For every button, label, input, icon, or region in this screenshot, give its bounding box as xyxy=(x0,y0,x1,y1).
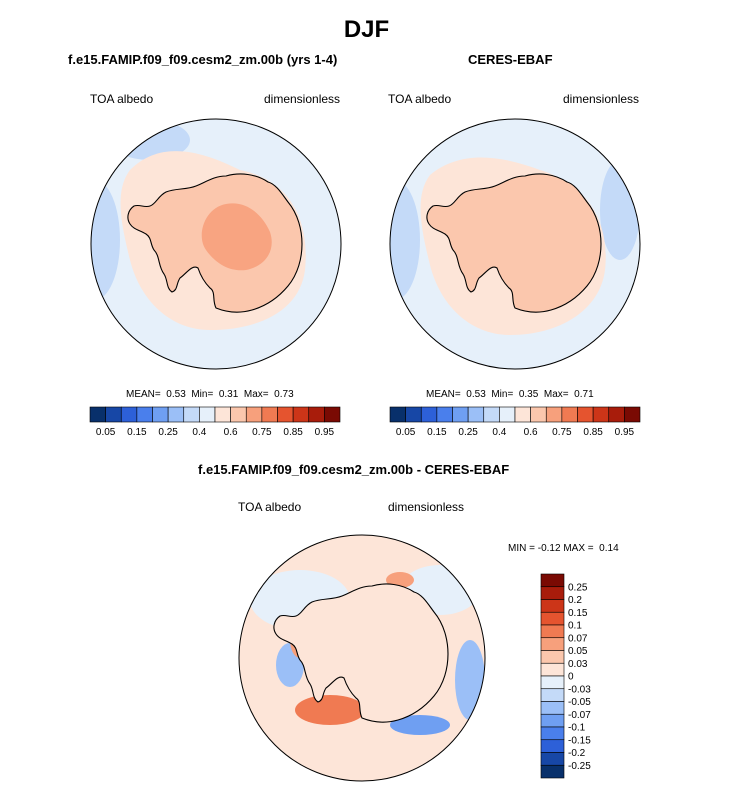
colorbar-tick-label: 0.6 xyxy=(224,427,238,438)
panel-title-diff: f.e15.FAMIP.f09_f09.cesm2_zm.00b - CERES… xyxy=(198,462,510,477)
colorbar-tick-label: -0.25 xyxy=(568,761,591,772)
colorbar-box xyxy=(530,406,547,423)
colorbar-tick-label: 0.75 xyxy=(252,427,272,438)
colorbar-tick-label: 0.07 xyxy=(568,633,588,644)
colorbar-box xyxy=(308,406,325,423)
colorbar-box xyxy=(214,406,231,423)
colorbar-box xyxy=(540,586,565,600)
colorbar-tick-label: 0.75 xyxy=(552,427,572,438)
units-label-diff: dimensionless xyxy=(388,500,465,514)
colorbar-box xyxy=(540,726,565,741)
colorbar-tick-label: -0.07 xyxy=(568,710,591,721)
colorbar-box xyxy=(540,599,565,613)
colorbar-box xyxy=(261,406,278,423)
colorbar-box xyxy=(540,624,565,639)
colorbar-box xyxy=(420,406,438,423)
colorbar-box xyxy=(245,406,263,423)
stats-obs: MEAN= 0.53 Min= 0.35 Max= 0.71 xyxy=(426,389,594,400)
colorbar-tick-label: 0 xyxy=(568,672,574,683)
colorbar-tick-label: 0.03 xyxy=(568,659,588,670)
panel-title-model: f.e15.FAMIP.f09_f09.cesm2_zm.00b (yrs 1-… xyxy=(68,52,338,67)
colorbar-tick-label: -0.05 xyxy=(568,697,591,708)
colorbar-tick-label: 0.6 xyxy=(524,427,538,438)
colorbar-box xyxy=(540,675,565,690)
colorbar-tick-label: 0.05 xyxy=(96,427,116,438)
colorbar-box xyxy=(452,406,469,423)
colorbar-box xyxy=(540,713,565,728)
colorbar-tick-label: 0.95 xyxy=(315,427,335,438)
colorbar-tick-label: 0.25 xyxy=(458,427,478,438)
units-label-obs: dimensionless xyxy=(563,92,640,106)
colorbar-box xyxy=(136,406,153,423)
colorbar-box xyxy=(389,406,406,423)
colorbar-tick-label: 0.15 xyxy=(427,427,447,438)
variable-label-obs: TOA albedo xyxy=(388,92,452,106)
colorbar-box xyxy=(540,764,565,779)
colorbar-tick-label: 0.05 xyxy=(568,646,588,657)
colorbar-tick-label: -0.2 xyxy=(568,748,586,759)
colorbar-box xyxy=(467,406,485,423)
colorbar-tick-label: 0.05 xyxy=(396,427,416,438)
stats-diff: MIN = -0.12 MAX = 0.14 xyxy=(508,543,619,554)
colorbar-box xyxy=(540,650,565,664)
colorbar-tick-label: 0.2 xyxy=(568,595,582,606)
map-model xyxy=(90,118,342,370)
stats-model: MEAN= 0.53 Min= 0.31 Max= 0.73 xyxy=(126,389,294,400)
colorbar-box xyxy=(183,406,200,423)
colorbar-box xyxy=(483,406,500,423)
colorbar-box xyxy=(105,406,122,423)
colorbar-tick-label: 0.1 xyxy=(568,621,582,632)
colorbar-box xyxy=(514,406,531,423)
colorbar-box xyxy=(436,406,453,423)
colorbar-box xyxy=(167,406,185,423)
colorbar-box xyxy=(608,406,625,423)
colorbar-box xyxy=(624,406,641,423)
map-diff xyxy=(238,534,486,782)
panel-title-obs: CERES-EBAF xyxy=(468,52,553,67)
colorbar-box xyxy=(540,739,565,753)
colorbar-box xyxy=(540,611,565,626)
colorbar-box xyxy=(540,688,565,702)
colorbar-tick-label: 0.4 xyxy=(492,427,506,438)
colorbar-box xyxy=(592,406,610,423)
figure-title: DJF xyxy=(343,16,390,43)
colorbar-box xyxy=(540,701,565,715)
variable-label-model: TOA albedo xyxy=(90,92,154,106)
colorbar-box xyxy=(540,752,565,766)
colorbar-box xyxy=(120,406,138,423)
colorbar-box xyxy=(199,406,216,423)
colorbar-tick-label: 0.15 xyxy=(127,427,147,438)
colorbar-tick-label: -0.03 xyxy=(568,684,591,695)
units-label-model: dimensionless xyxy=(264,92,341,106)
colorbar-tick-label: 0.25 xyxy=(158,427,178,438)
colorbar-tick-label: 0.15 xyxy=(568,608,588,619)
variable-label-diff: TOA albedo xyxy=(238,500,302,514)
colorbar-box xyxy=(545,406,563,423)
colorbar-tick-label: -0.1 xyxy=(568,723,586,734)
colorbar-tick-label: 0.95 xyxy=(615,427,635,438)
colorbar-box xyxy=(292,406,310,423)
colorbar-tick-label: 0.25 xyxy=(568,582,588,593)
colorbar-box xyxy=(499,406,516,423)
colorbar-tick-label: -0.15 xyxy=(568,735,591,746)
colorbar-box xyxy=(324,406,341,423)
colorbar-box xyxy=(540,637,565,651)
colorbar-box xyxy=(277,406,294,423)
colorbar-box xyxy=(230,406,247,423)
map-obs xyxy=(389,118,641,370)
colorbar-box xyxy=(577,406,594,423)
colorbar-box xyxy=(152,406,169,423)
colorbar-box xyxy=(89,406,106,423)
colorbar-tick-label: 0.85 xyxy=(283,427,303,438)
colorbar-box xyxy=(540,662,565,677)
colorbar-box xyxy=(540,573,565,588)
colorbar-box xyxy=(561,406,578,423)
colorbar-box xyxy=(405,406,422,423)
colorbar-tick-label: 0.4 xyxy=(192,427,206,438)
colorbar-tick-label: 0.85 xyxy=(583,427,603,438)
